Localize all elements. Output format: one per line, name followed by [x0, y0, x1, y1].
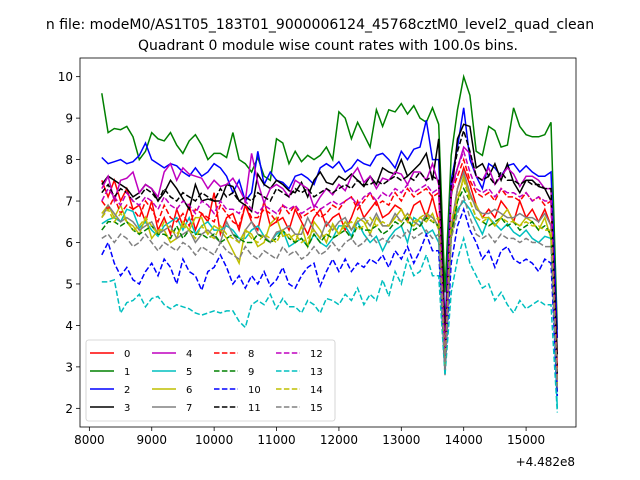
y-tick-label: 8 [65, 153, 73, 167]
y-tick-label: 6 [65, 236, 73, 250]
plot-area: 8000 9000 10000 11000 12000 13000 14000 15000 2 3… [58, 57, 577, 447]
legend-label-6: 6 [186, 385, 192, 396]
series-line-12 [101, 148, 559, 380]
legend-label-5: 5 [186, 367, 192, 378]
y-tick-label: 4 [65, 319, 73, 333]
y-tick-label: 5 [65, 277, 73, 291]
series-line-6 [101, 173, 559, 376]
series-line-10 [101, 206, 559, 396]
series-line-14 [101, 177, 559, 384]
legend-label-13: 13 [310, 367, 323, 378]
legend-label-10: 10 [248, 385, 261, 396]
x-tick-label: 10000 [195, 433, 233, 447]
series-line-3 [101, 123, 559, 355]
legend-label-12: 12 [310, 349, 323, 360]
series-line-11 [101, 127, 559, 376]
legend-label-11: 11 [248, 403, 261, 414]
legend-label-0: 0 [124, 349, 130, 360]
y-tick-label: 2 [65, 402, 73, 416]
legend-label-7: 7 [186, 403, 192, 414]
x-tick-label: 12000 [320, 433, 358, 447]
y-tick-label: 9 [65, 112, 73, 126]
x-tick-label: 13000 [382, 433, 420, 447]
legend-label-9: 9 [248, 367, 254, 378]
chart-title: Quadrant 0 module wise count rates with … [138, 38, 518, 54]
legend-box [85, 339, 336, 422]
y-tick-label: 7 [65, 195, 73, 209]
figure-suptitle: n file: modeM0/AS1T05_183T01_9000006124_… [46, 17, 594, 33]
series-line-9 [101, 186, 559, 380]
x-tick-label: 15000 [507, 433, 545, 447]
legend-label-4: 4 [186, 349, 192, 360]
legend-label-3: 3 [124, 403, 130, 414]
x-tick-label: 11000 [257, 433, 295, 447]
series-line-15 [101, 194, 559, 388]
x-tick-label: 9000 [136, 433, 167, 447]
x-tick-label: 8000 [74, 433, 105, 447]
legend-label-15: 15 [310, 403, 323, 414]
series-line-1 [101, 73, 559, 330]
x-tick-label: 14000 [445, 433, 483, 447]
legend-label-14: 14 [310, 385, 323, 396]
legend-label-2: 2 [124, 385, 130, 396]
legend-label-8: 8 [248, 349, 254, 360]
series-line-2 [101, 107, 559, 338]
series-line-7 [101, 169, 559, 392]
series-line-8 [101, 157, 559, 372]
series-line-13 [101, 235, 559, 413]
legend-label-1: 1 [124, 367, 130, 378]
y-tick-label: 3 [65, 360, 73, 374]
x-offset-label: +4.482e8 [516, 455, 575, 469]
y-tick-label: 10 [58, 70, 73, 84]
